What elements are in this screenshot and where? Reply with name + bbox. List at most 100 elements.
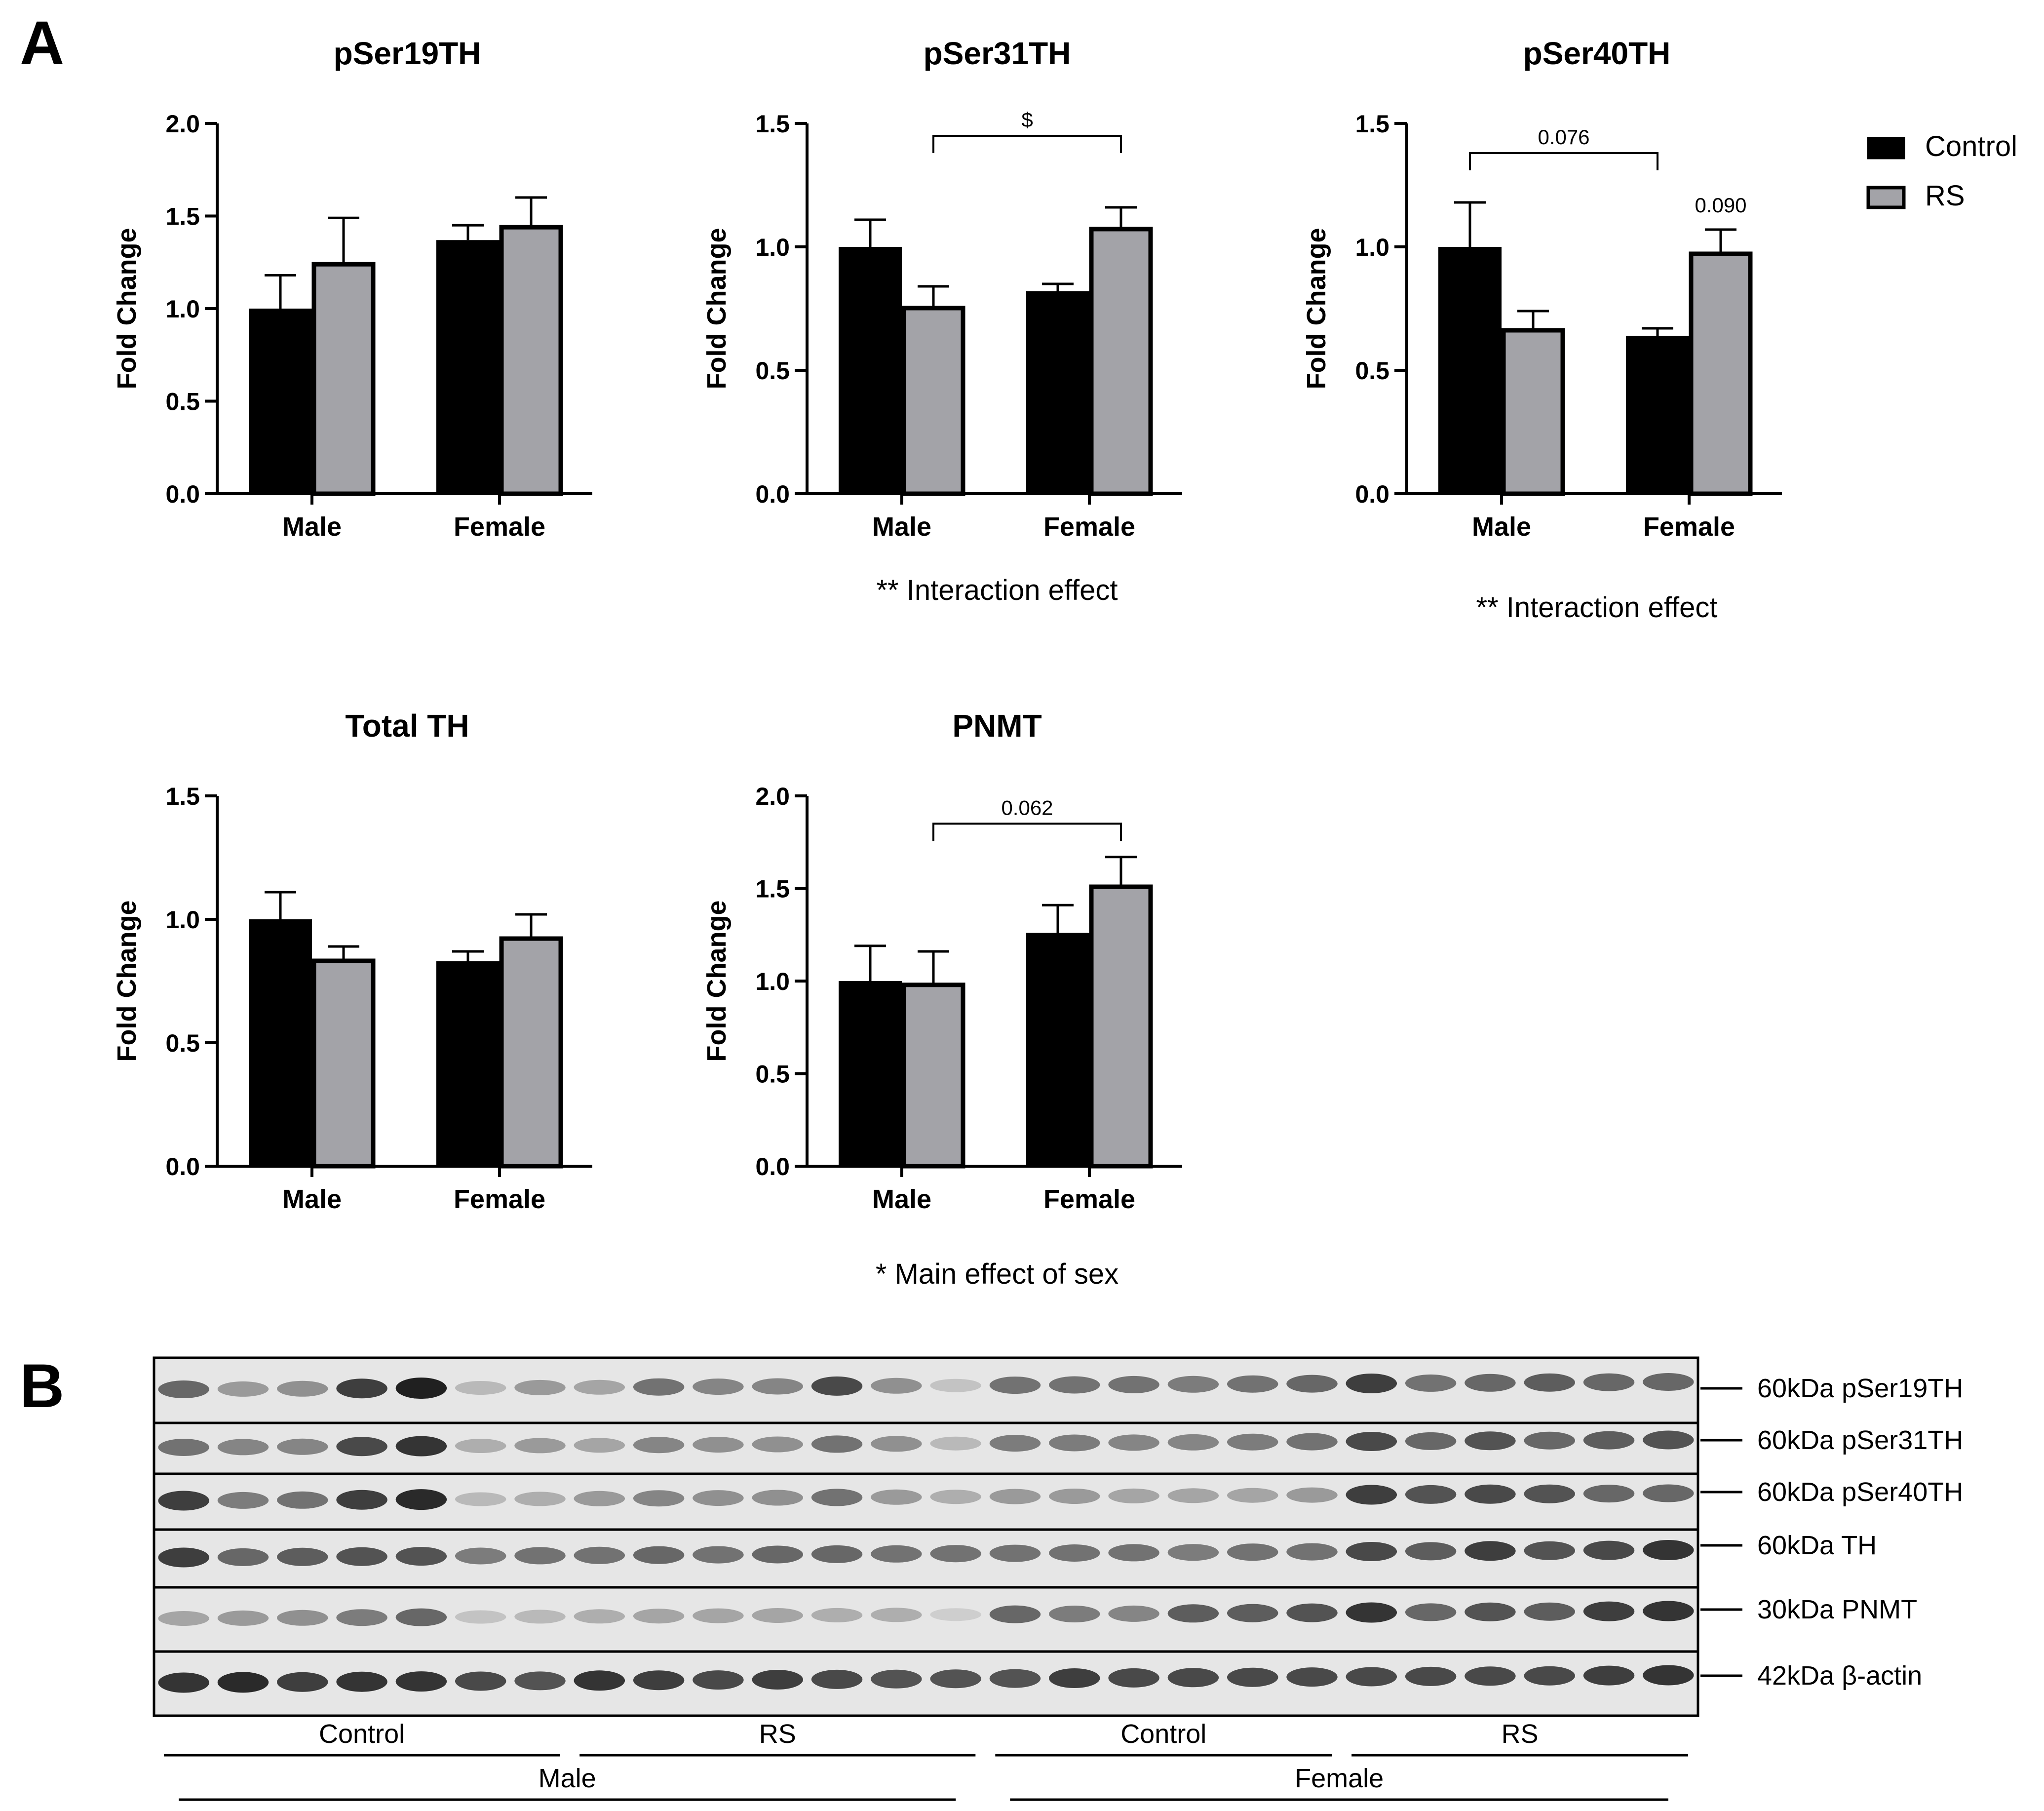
- blot-band: [217, 1381, 269, 1397]
- blot-band: [1405, 1374, 1457, 1392]
- blot-band: [752, 1378, 803, 1395]
- y-tick-label: 0.5: [755, 1061, 790, 1088]
- bar-rs: [1501, 328, 1565, 496]
- blot-band: [1643, 1601, 1694, 1621]
- blot-band: [871, 1378, 922, 1394]
- blot-row-label: 60kDa pSer31TH: [1757, 1425, 1963, 1455]
- bar-rs: [499, 225, 563, 496]
- blot-sex-label: Male: [539, 1764, 596, 1793]
- blot-band: [633, 1546, 685, 1564]
- y-axis-label: Fold Change: [702, 228, 732, 390]
- blot-band: [1346, 1667, 1397, 1687]
- x-tick-label: Female: [1043, 1184, 1135, 1214]
- blot-band: [217, 1492, 269, 1509]
- blot-band: [1108, 1488, 1159, 1503]
- blot-band: [930, 1378, 981, 1392]
- blot-band: [1049, 1376, 1100, 1394]
- bracket-label: 0.076: [1538, 125, 1589, 149]
- y-tick-label: 0.0: [755, 1153, 790, 1181]
- blot-band: [395, 1378, 447, 1399]
- y-tick-label: 2.0: [165, 110, 200, 138]
- blot-band: [395, 1608, 447, 1626]
- blot-band: [514, 1610, 566, 1624]
- blot-row-label: 42kDa β-actin: [1757, 1661, 1922, 1691]
- blot-band: [1346, 1485, 1397, 1505]
- blot-band: [871, 1545, 922, 1563]
- blot-band: [1524, 1602, 1575, 1621]
- blot-band: [1049, 1606, 1100, 1622]
- blot-row-label: 30kDa PNMT: [1757, 1595, 1917, 1624]
- blot-band: [574, 1491, 625, 1506]
- blot-band: [871, 1436, 922, 1452]
- bar-control: [839, 981, 902, 1166]
- bracket-label: 0.062: [1001, 796, 1053, 819]
- blot-row-label: 60kDa TH: [1757, 1531, 1877, 1560]
- y-tick-label: 1.5: [755, 110, 790, 138]
- panel-a-label: A: [20, 9, 64, 78]
- y-tick-label: 1.0: [165, 295, 200, 323]
- blot-band: [455, 1381, 506, 1395]
- blot-band: [1583, 1485, 1635, 1503]
- blot-band: [989, 1489, 1041, 1504]
- chart-title: Total TH: [345, 708, 469, 744]
- blot-band: [1227, 1375, 1278, 1393]
- y-tick-label: 0.0: [165, 480, 200, 508]
- blot-band: [989, 1435, 1041, 1452]
- y-tick-label: 0.5: [755, 357, 790, 385]
- bar-charts: pSer19TH Fold Change 0.0 0.5 1.0 1.5 2.0 Male Fe…: [112, 36, 1782, 1290]
- blot-band: [811, 1435, 863, 1453]
- blot-band: [1524, 1373, 1575, 1392]
- blot-group-label: Control: [1120, 1719, 1206, 1749]
- y-axis-label: Fold Change: [702, 901, 732, 1062]
- chart-title: pSer31TH: [924, 36, 1071, 71]
- blot-band: [1643, 1484, 1694, 1502]
- blot-band: [574, 1670, 625, 1691]
- blot-strip: 60kDa TH: [153, 1528, 1877, 1589]
- x-tick-label: Male: [872, 512, 931, 542]
- blot-band: [693, 1437, 744, 1453]
- y-tick-label: 0.5: [165, 388, 200, 416]
- blot-band: [1346, 1432, 1397, 1451]
- blot-band: [633, 1490, 685, 1507]
- bar-rs: [901, 983, 965, 1169]
- blot-row-label: 60kDa pSer19TH: [1757, 1374, 1963, 1403]
- y-tick-label: 0.5: [1355, 357, 1389, 385]
- blot-band: [1167, 1544, 1219, 1561]
- blot-band: [752, 1436, 803, 1453]
- western-blot: 60kDa pSer19TH 60kDa pSer31TH 60kDa pSer40…: [153, 1356, 1963, 1801]
- blot-band: [811, 1608, 863, 1622]
- blot-band: [693, 1546, 744, 1564]
- y-tick-label: 1.5: [165, 203, 200, 231]
- blot-band: [1227, 1433, 1278, 1451]
- blot-band: [811, 1669, 863, 1689]
- p-value-annotation: 0.090: [1695, 194, 1746, 217]
- y-tick-label: 1.0: [755, 968, 790, 995]
- blot-band: [574, 1546, 625, 1564]
- blot-band: [930, 1669, 981, 1689]
- blot-band: [989, 1605, 1041, 1623]
- y-tick-label: 0.0: [165, 1153, 200, 1181]
- blot-band: [1465, 1484, 1516, 1504]
- blot-band: [693, 1490, 744, 1506]
- blot-band: [1643, 1373, 1694, 1391]
- blot-band: [1643, 1540, 1694, 1560]
- blot-band: [1465, 1602, 1516, 1621]
- y-tick-label: 1.5: [755, 875, 790, 903]
- legend-label-control: Control: [1925, 130, 2017, 162]
- x-tick-label: Male: [1472, 512, 1531, 542]
- x-tick-label: Female: [454, 1184, 545, 1214]
- y-axis-label: Fold Change: [112, 228, 142, 390]
- blot-band: [1643, 1430, 1694, 1450]
- blot-band: [811, 1489, 863, 1506]
- blot-band: [1167, 1434, 1219, 1451]
- blot-band: [574, 1609, 625, 1624]
- significance-bracket: [1469, 152, 1658, 170]
- blot-band: [455, 1610, 506, 1624]
- blot-band: [514, 1547, 566, 1565]
- bar-control: [249, 919, 312, 1166]
- blot-band: [1465, 1666, 1516, 1686]
- bar-rs: [1089, 884, 1153, 1169]
- blot-band: [1227, 1667, 1278, 1687]
- blot-band: [336, 1609, 387, 1626]
- blot-band: [217, 1672, 269, 1693]
